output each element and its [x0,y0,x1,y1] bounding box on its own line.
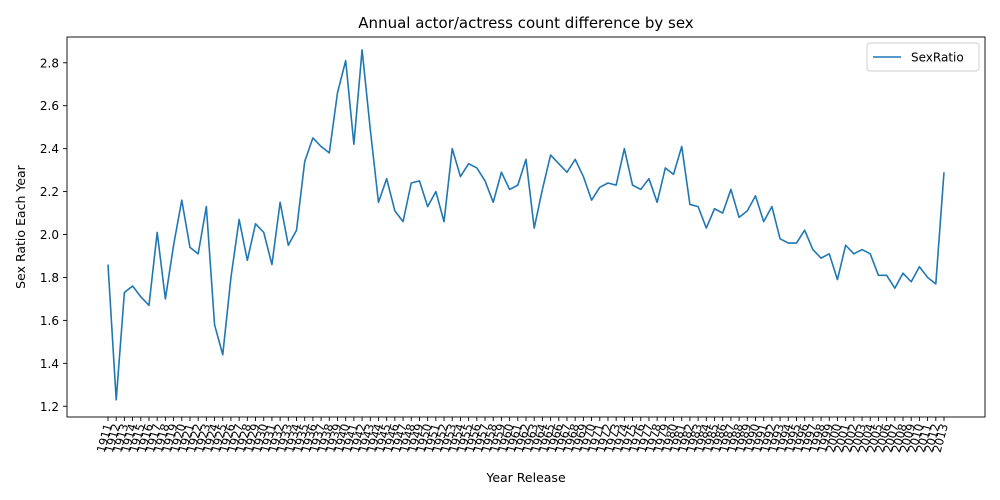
y-tick-label: 2.2 [40,185,59,199]
chart-title: Annual actor/actress count difference by… [358,14,694,32]
y-tick-label: 2.4 [40,142,59,156]
y-tick-label: 2.6 [40,99,59,113]
y-tick-label: 2.8 [40,56,59,70]
plot-frame [66,36,986,418]
series-line-sexratio [107,49,945,401]
y-tick-label: 1.6 [40,314,59,328]
legend: SexRatio [866,42,980,72]
x-axis-ticks: 1911191219131914191519161917191819191920… [94,417,951,454]
x-axis-label: Year Release [485,470,566,485]
y-axis-ticks: 1.2 1.4 1.6 1.8 2.0 2.2 2.4 2.6 2.8 [40,56,67,414]
y-axis-label: Sex Ratio Each Year [13,164,28,288]
y-tick-label: 2.0 [40,228,59,242]
y-tick-label: 1.2 [40,400,59,414]
y-tick-label: 1.4 [40,357,59,371]
y-tick-label: 1.8 [40,271,59,285]
legend-label-sexratio: SexRatio [911,51,964,65]
legend-box [866,42,980,72]
